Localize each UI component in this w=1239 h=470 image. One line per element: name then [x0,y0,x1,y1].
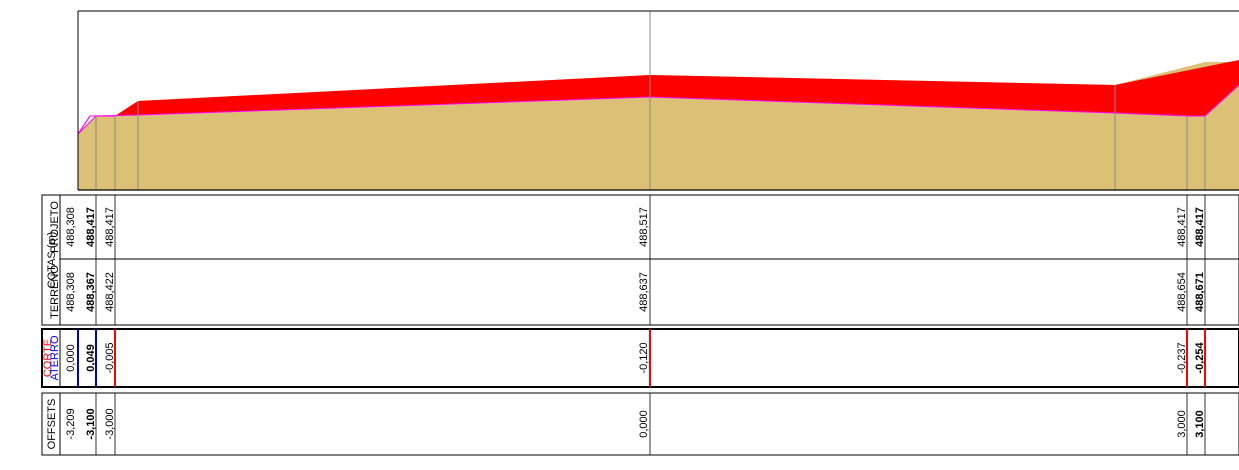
offset-value: -3,000 [104,408,116,439]
terreno-value: 488,308 [65,272,77,312]
label-aterro: ATERRO [49,335,61,380]
projeto-value: 488,417 [104,207,116,247]
offset-value: 3,100 [1194,410,1206,438]
label-terreno: TERRENO [49,265,61,319]
terreno-value: 488,422 [104,272,116,312]
offset-value: -3,209 [65,408,77,439]
offset-value: 0,000 [638,410,650,438]
diff-value: -0,005 [104,342,116,373]
cotas-table: COTAS (m) PROJETO TERRENO [41,194,1239,326]
corte-aterro-table: CORTE ATERRO [41,328,1239,388]
diff-value: -0,237 [1176,342,1188,373]
offsets-table: OFFSETS [41,392,1239,456]
projeto-value: 488,517 [638,207,650,247]
label-corte: CORTE [42,339,54,377]
diff-value: 0,000 [65,344,77,372]
diff-value: 0,049 [85,344,97,372]
section-profile [77,10,1239,191]
station-columns: 488,308 488,308 0,000 -3,209 488,417 488,367 0… [65,195,1206,455]
terreno-value: 488,637 [638,272,650,312]
offset-value: -3,100 [85,408,97,439]
cut-fill [115,60,1239,116]
terreno-value: 488,367 [85,272,97,312]
projeto-value: 488,417 [85,207,97,247]
projeto-value: 488,417 [1194,207,1206,247]
diff-value: -0,120 [638,342,650,373]
terreno-value: 488,671 [1194,272,1206,312]
label-offsets: OFFSETS [46,399,58,450]
diff-value: -0,254 [1194,342,1206,374]
offset-value: 3,000 [1176,410,1188,438]
label-projeto: PROJETO [49,201,61,253]
projeto-value: 488,308 [65,207,77,247]
label-cotas: COTAS (m) [46,232,58,289]
projeto-value: 488,417 [1176,207,1188,247]
slope-line-2 [77,115,91,135]
terreno-value: 488,654 [1176,272,1188,312]
station-lines [95,11,1206,190]
